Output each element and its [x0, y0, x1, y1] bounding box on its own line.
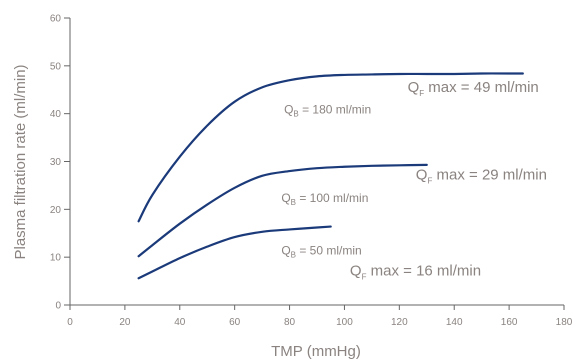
annotation-layer: QB = 180 ml/min QF max = 49 ml/min QB = 10… — [281, 79, 547, 281]
y-tick-label: 20 — [50, 205, 62, 216]
y-axis-title: Plasma filtration rate (ml/min) — [12, 64, 29, 259]
y-tick-label: 60 — [50, 14, 62, 25]
x-tick-label: 80 — [284, 317, 296, 328]
x-tick-label: 20 — [119, 317, 131, 328]
x-tick-label: 40 — [174, 317, 186, 328]
x-tick-label: 60 — [229, 317, 241, 328]
series-line-1 — [137, 72, 524, 223]
annotation-6: QF max = 16 ml/min — [350, 262, 481, 281]
series-line-3 — [137, 225, 332, 280]
annotation-5: QB = 50 ml/min — [281, 243, 361, 259]
y-tick-label: 50 — [50, 61, 62, 72]
annotation-1: QB = 180 ml/min — [284, 103, 371, 119]
y-tick-label: 0 — [55, 301, 61, 312]
annotation-3: QB = 100 ml/min — [281, 191, 368, 207]
annotation-4: QF max = 29 ml/min — [416, 167, 547, 186]
y-tick-label: 10 — [50, 253, 62, 264]
series-layer — [137, 72, 524, 280]
x-axis-title: TMP (mmHg) — [271, 343, 361, 360]
series-line-2 — [137, 163, 428, 258]
y-tick-label: 40 — [50, 109, 62, 120]
x-tick-label: 0 — [67, 317, 73, 328]
annotation-2: QF max = 49 ml/min — [408, 79, 539, 98]
x-tick-label: 140 — [446, 317, 463, 328]
y-tick-label: 30 — [50, 157, 62, 168]
axes: 0 10 20 30 40 50 60 0 20 40 60 80 100 120 140 160 180 — [50, 14, 573, 329]
x-tick-label: 160 — [501, 317, 518, 328]
x-tick-label: 120 — [391, 317, 408, 328]
x-tick-label: 180 — [556, 317, 573, 328]
x-tick-label: 100 — [336, 317, 353, 328]
